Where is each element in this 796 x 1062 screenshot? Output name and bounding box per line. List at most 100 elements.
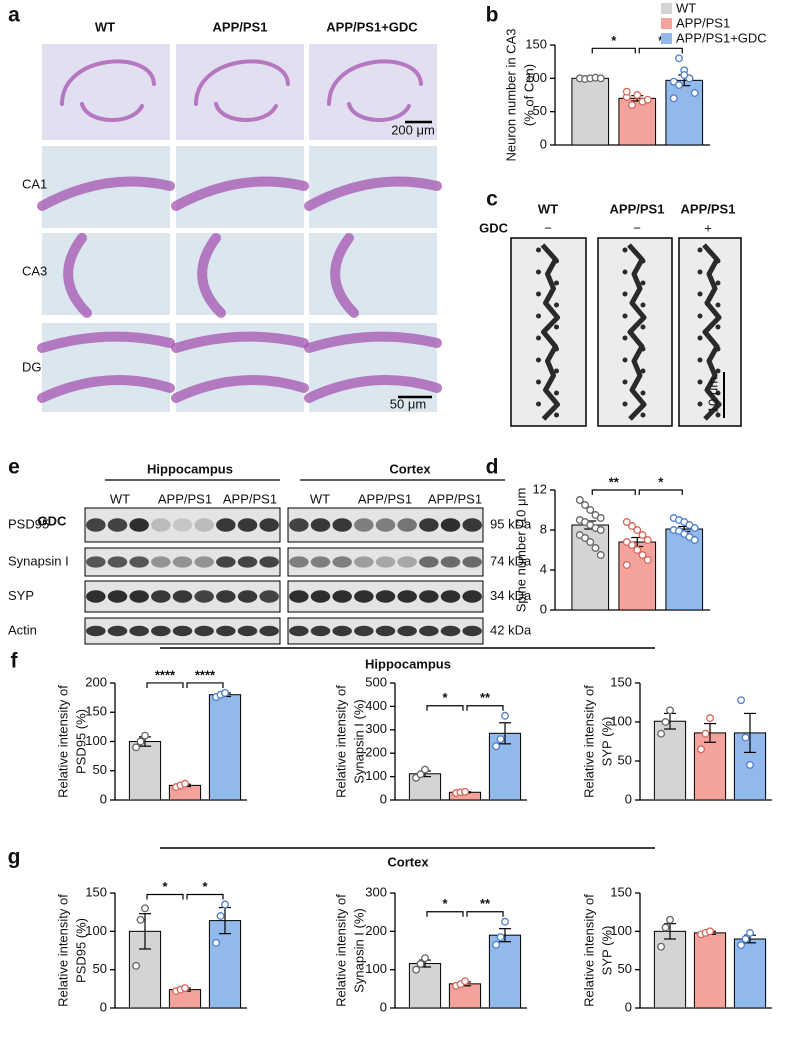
y-tick-label: 8 [540,521,547,536]
panel-letter: d [486,456,499,479]
data-point [212,938,221,947]
data-point [216,912,225,920]
blot-band [310,590,331,603]
blot-band [259,518,279,532]
blot-band [151,518,171,532]
spine [715,302,721,308]
dendrite-image [510,237,587,427]
spine [697,357,703,363]
data-point [596,551,605,559]
cell-layer [171,331,309,403]
y-axis-label: SYP (%) [599,717,614,767]
dendrite [540,243,560,421]
data-point [591,544,600,552]
cell-layer [194,59,290,122]
blot-band [440,625,461,637]
blot-band [419,556,439,568]
column-label: APP/PS1 [213,19,268,34]
spine [697,269,703,275]
blot-band [354,625,374,637]
significance-label: * [162,879,168,894]
y-tick-label: 0 [380,999,387,1014]
protein-label: Synapsin I [8,553,69,568]
y-tick-label: 150 [525,36,547,51]
size-label: 42 kDa [490,622,532,637]
blot-band [151,590,171,603]
blot-band [354,556,374,568]
y-tick-label: 0 [100,791,107,806]
data-point [669,94,678,103]
data-point [675,54,683,63]
y-axis-label: Synapsin I (%) [351,908,366,993]
y-axis-label: (% of Con) [521,64,536,126]
blot-band [397,518,417,532]
panel-letter: f [11,650,19,673]
cell-layer [63,233,92,318]
blot-band [129,625,149,637]
blot-band [194,625,214,637]
data-point [746,760,754,769]
y-tick-label: 400 [365,698,387,713]
scale-bar-label: 10 μm [705,377,720,413]
data-point [680,71,689,79]
significance-bracket [426,705,464,711]
y-tick-label: 12 [533,481,547,496]
blot-band [259,556,279,568]
treatment-sign: − [544,220,552,235]
blot-band [375,518,396,532]
data-point [575,496,584,504]
cell-layer [197,233,226,318]
blot-band [462,625,482,637]
y-tick-label: 0 [625,999,632,1014]
histology-image [176,233,304,315]
blot-band [194,556,214,568]
section-header: Hippocampus [365,656,451,671]
data-point [221,688,229,697]
data-point [501,711,509,720]
y-tick-label: 100 [85,923,107,938]
blot-band [216,590,236,603]
spine [715,412,721,418]
y-tick-label: 50 [93,762,107,777]
data-point [737,941,746,950]
cell-layer [37,331,175,403]
blot-band [332,590,352,603]
spine [536,379,541,385]
y-tick-label: 50 [533,103,547,118]
y-tick-label: 0 [540,136,547,151]
blot-band [151,556,171,568]
blot-band [310,556,331,568]
y-axis-label: Relative intensity of [581,685,596,798]
blot-band [172,625,193,637]
spine [697,401,703,407]
dendrite [627,243,647,421]
y-tick-label: 200 [85,674,107,689]
bar [653,930,687,1009]
section-header: Cortex [387,854,429,869]
column-label: APP/PS1 [610,201,665,216]
bar [128,741,162,801]
bar [693,932,727,1009]
protein-label: Actin [8,622,37,637]
data-point [421,765,429,774]
blot-band [172,518,193,532]
spine [715,258,721,264]
spine [536,291,541,297]
data-point [701,729,710,738]
data-point [737,696,746,705]
y-tick-label: 50 [93,961,107,976]
bar [571,77,610,146]
significance-bracket [591,489,636,495]
data-point [136,737,145,746]
spine [536,357,541,363]
spine [640,390,646,396]
data-point [421,954,429,963]
group-label: APP/PS1 [428,491,482,506]
blot-band [86,625,106,637]
blot-band [462,518,482,532]
blot-band [375,590,396,603]
blot-band [107,625,128,637]
row-label: CA3 [22,263,47,278]
dendrite [702,243,722,421]
blot-band [172,556,193,568]
